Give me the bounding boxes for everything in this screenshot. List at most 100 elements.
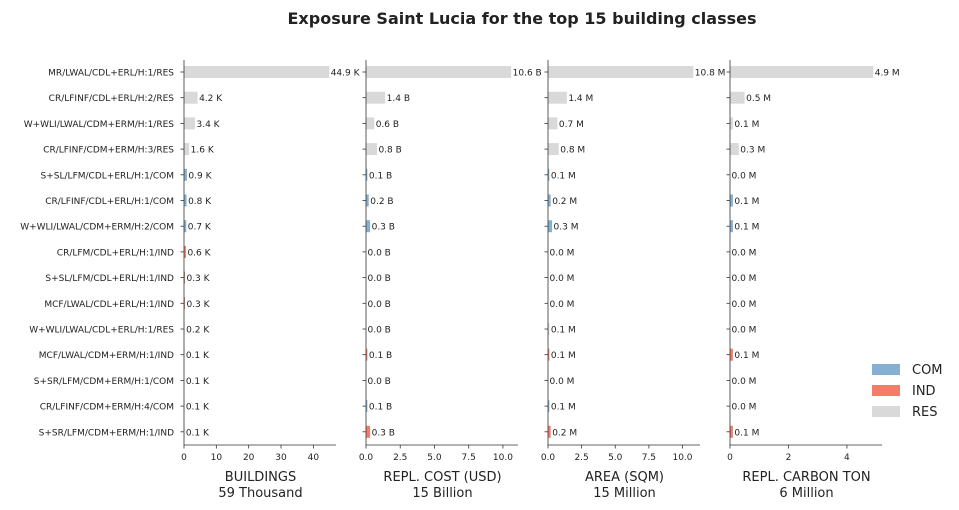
- bar-value-label: 0.0 M: [550, 274, 575, 284]
- chart-title: Exposure Saint Lucia for the top 15 buil…: [288, 9, 757, 28]
- x-tick-label: 2.5: [574, 453, 588, 463]
- category-label: MCF/LWAL/CDM+ERM/H:1/IND: [39, 351, 174, 361]
- x-axis-total: 6 Million: [779, 486, 833, 501]
- bar: [366, 91, 386, 104]
- bar-value-label: 0.1 B: [369, 351, 392, 361]
- bar-value-label: 0.1 K: [186, 403, 210, 413]
- bar: [730, 66, 874, 78]
- bar-value-label: 0.2 K: [186, 326, 210, 336]
- bar-value-label: 0.0 B: [368, 274, 391, 284]
- bar-value-label: 0.1 M: [551, 326, 576, 336]
- legend-label: COM: [912, 363, 943, 378]
- bar: [548, 91, 567, 104]
- bar-value-label: 44.9 K: [331, 69, 361, 79]
- bar: [548, 117, 558, 130]
- bar: [184, 297, 185, 310]
- legend-label: IND: [912, 384, 936, 399]
- category-labels: MR/LWAL/CDL+ERL/H:1/RES CR/LFINF/CDL+ERL/…: [20, 69, 174, 439]
- bar-value-label: 0.0 M: [550, 300, 575, 310]
- x-tick-label: 0.0: [541, 453, 556, 463]
- bar: [730, 194, 733, 207]
- bar-value-label: 0.1 M: [734, 223, 759, 233]
- bar-value-label: 0.8 K: [188, 197, 212, 207]
- bar: [366, 220, 371, 233]
- bar-value-label: 0.1 B: [369, 171, 392, 181]
- category-label: CR/LFINF/CDM+ERM/H:3/RES: [43, 146, 174, 156]
- legend-item: COM: [872, 363, 943, 378]
- legend-item: IND: [872, 384, 936, 399]
- bar: [184, 66, 330, 78]
- chart-legend: COM IND RES: [872, 363, 943, 420]
- bar: [730, 117, 733, 130]
- chart-panels: 44.9 K 4.2 K 3.4 K 1.6 K 0.9 K 0.8 K 0.7 K 0.6 …: [180, 60, 900, 501]
- bar-value-label: 0.1 M: [734, 120, 759, 130]
- x-tick-label: 4: [844, 453, 850, 463]
- x-tick-label: 10.0: [493, 453, 513, 463]
- bar: [184, 117, 195, 130]
- bar-value-label: 0.0 B: [368, 300, 391, 310]
- category-label: CR/LFINF/CDL+ERL/H:1/COM: [45, 197, 174, 207]
- bar: [184, 143, 190, 156]
- bar-value-label: 0.5 M: [746, 94, 771, 104]
- bar: [366, 66, 512, 78]
- panel: 10.6 B 1.4 B 0.6 B 0.8 B 0.1 B 0.2 B 0.3 B 0.0 …: [359, 60, 542, 501]
- bar-value-label: 1.4 M: [568, 94, 593, 104]
- bar-value-label: 4.9 M: [875, 69, 900, 79]
- bar: [548, 220, 553, 233]
- bar-value-label: 0.8 B: [378, 146, 401, 156]
- bar: [366, 194, 369, 207]
- bar-value-label: 4.2 K: [199, 94, 223, 104]
- bar: [184, 194, 187, 207]
- bar: [730, 220, 733, 233]
- bar: [184, 91, 198, 104]
- x-axis-label: REPL. CARBON TON: [742, 470, 870, 485]
- bar-value-label: 0.1 K: [186, 351, 210, 361]
- x-tick-label: 0: [727, 453, 733, 463]
- bar: [548, 66, 694, 78]
- bar-value-label: 0.7 M: [559, 120, 584, 130]
- bar-value-label: 1.6 K: [191, 146, 215, 156]
- bar-value-label: 0.1 M: [734, 428, 759, 438]
- legend-swatch: [872, 385, 900, 396]
- bar: [548, 348, 550, 361]
- bar: [366, 348, 368, 361]
- panel: 44.9 K 4.2 K 3.4 K 1.6 K 0.9 K 0.8 K 0.7 K 0.6 …: [180, 60, 361, 501]
- panel: 4.9 M 0.5 M 0.1 M 0.3 M 0.0 M 0.1 M 0.1 M 0.0 M…: [726, 60, 900, 501]
- x-tick-label: 0.0: [359, 453, 374, 463]
- panel: 10.8 M 1.4 M 0.7 M 0.8 M 0.1 M 0.2 M 0.3 M 0.0 …: [541, 60, 725, 501]
- bar: [730, 143, 739, 156]
- bar-value-label: 0.9 K: [188, 171, 212, 181]
- bar: [730, 348, 733, 361]
- bar-value-label: 0.3 M: [740, 146, 765, 156]
- x-tick-label: 5.0: [608, 453, 623, 463]
- category-label: S+SL/LFM/CDL+ERL/H:1/COM: [41, 171, 174, 181]
- bar: [366, 168, 368, 181]
- bar: [184, 168, 187, 181]
- x-tick-label: 2.5: [393, 453, 407, 463]
- legend-swatch: [872, 406, 900, 417]
- category-label: S+SL/LFM/CDL+ERL/H:1/IND: [45, 274, 174, 284]
- bar-value-label: 1.4 B: [387, 94, 410, 104]
- category-label: W+WLI/LWAL/CDM+ERM/H:2/COM: [20, 223, 174, 233]
- bar-value-label: 0.6 B: [376, 120, 399, 130]
- bar-value-label: 0.0 M: [732, 274, 757, 284]
- bar-value-label: 0.1 K: [186, 377, 210, 387]
- bar: [548, 194, 551, 207]
- bar-value-label: 0.2 M: [552, 428, 577, 438]
- category-label: S+SR/LFM/CDM+ERM/H:1/COM: [34, 377, 174, 387]
- bar-value-label: 0.0 M: [550, 377, 575, 387]
- bar-value-label: 0.8 M: [560, 146, 585, 156]
- x-tick-label: 0: [181, 453, 187, 463]
- bar: [548, 400, 550, 413]
- bar-value-label: 0.3 M: [554, 223, 579, 233]
- bar-value-label: 0.3 B: [372, 428, 395, 438]
- bar-value-label: 0.0 M: [732, 171, 757, 181]
- legend-label: RES: [912, 405, 938, 420]
- bar-value-label: 0.3 K: [186, 300, 210, 310]
- bar-value-label: 0.0 M: [732, 326, 757, 336]
- bar: [366, 400, 368, 413]
- x-axis-label: BUILDINGS: [225, 470, 296, 485]
- bar-value-label: 0.2 M: [552, 197, 577, 207]
- category-label: CR/LFINF/CDM+ERM/H:4/COM: [40, 403, 174, 413]
